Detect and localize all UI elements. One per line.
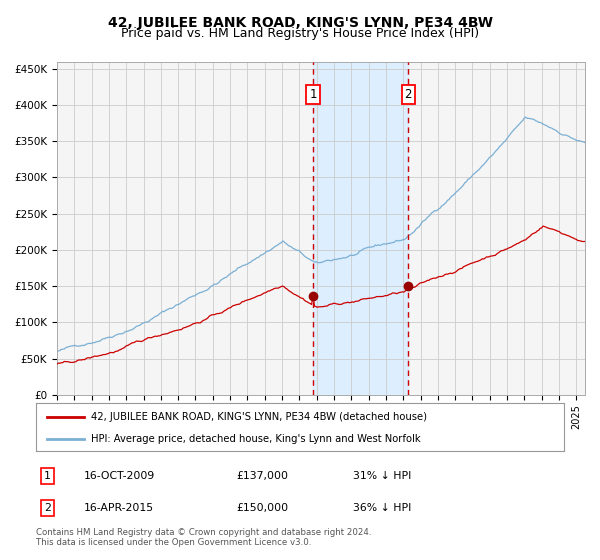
Text: Price paid vs. HM Land Registry's House Price Index (HPI): Price paid vs. HM Land Registry's House … <box>121 27 479 40</box>
Text: 2: 2 <box>404 88 412 101</box>
Text: 16-APR-2015: 16-APR-2015 <box>83 503 154 513</box>
Text: £137,000: £137,000 <box>236 471 289 481</box>
Text: 1: 1 <box>309 88 317 101</box>
Text: 2: 2 <box>44 503 51 513</box>
Text: 31% ↓ HPI: 31% ↓ HPI <box>353 471 411 481</box>
Text: 1: 1 <box>44 471 51 481</box>
Text: £150,000: £150,000 <box>236 503 289 513</box>
Text: 42, JUBILEE BANK ROAD, KING'S LYNN, PE34 4BW: 42, JUBILEE BANK ROAD, KING'S LYNN, PE34… <box>107 16 493 30</box>
Text: Contains HM Land Registry data © Crown copyright and database right 2024.
This d: Contains HM Land Registry data © Crown c… <box>36 528 371 548</box>
Text: 16-OCT-2009: 16-OCT-2009 <box>83 471 155 481</box>
Bar <box>313 62 408 395</box>
Text: 36% ↓ HPI: 36% ↓ HPI <box>353 503 411 513</box>
Text: 42, JUBILEE BANK ROAD, KING'S LYNN, PE34 4BW (detached house): 42, JUBILEE BANK ROAD, KING'S LYNN, PE34… <box>91 412 427 422</box>
Text: HPI: Average price, detached house, King's Lynn and West Norfolk: HPI: Average price, detached house, King… <box>91 434 421 444</box>
